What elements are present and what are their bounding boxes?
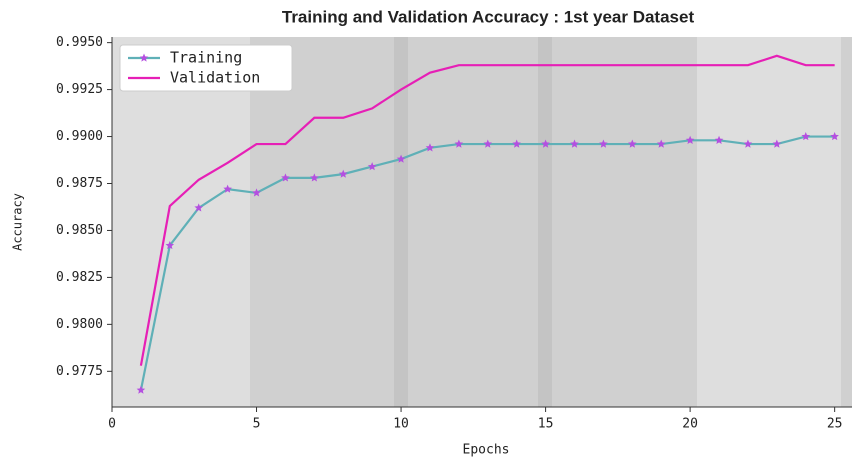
point-marker	[599, 139, 608, 148]
background-band	[250, 37, 697, 407]
point-marker	[194, 203, 203, 212]
y-tick-label: 0.9900	[56, 129, 103, 144]
point-marker	[512, 139, 521, 148]
point-marker	[252, 188, 261, 197]
point-marker	[310, 173, 319, 182]
x-tick-label: 15	[538, 417, 554, 432]
point-marker	[743, 139, 753, 148]
x-tick-label: 10	[393, 417, 409, 432]
point-marker	[367, 162, 377, 171]
y-tick-label: 0.9925	[56, 82, 103, 97]
point-marker	[541, 139, 550, 148]
legend-box	[119, 44, 293, 92]
background-band	[841, 37, 852, 407]
point-marker	[281, 173, 290, 182]
legend-marker	[139, 53, 149, 62]
chart-title: Training and Validation Accuracy : 1st y…	[282, 7, 695, 26]
x-tick-label: 0	[108, 417, 116, 432]
point-marker	[685, 135, 695, 144]
y-tick-label: 0.9850	[56, 223, 103, 238]
point-marker	[136, 385, 146, 394]
y-tick-label: 0.9800	[56, 317, 103, 332]
x-tick-label: 20	[682, 417, 698, 432]
point-marker	[714, 135, 724, 144]
point-marker	[223, 184, 232, 193]
y-tick-label: 0.9875	[56, 176, 103, 191]
point-marker	[425, 143, 435, 152]
point-marker	[454, 139, 464, 148]
point-marker	[396, 154, 406, 163]
point-marker	[165, 240, 175, 250]
x-tick-label: 5	[253, 417, 261, 432]
point-marker	[801, 132, 811, 141]
point-marker	[628, 139, 637, 148]
legend-label: Training	[170, 49, 242, 67]
x-tick-label: 25	[827, 417, 843, 432]
y-tick-label: 0.9950	[56, 35, 103, 50]
x-axis-label: Epochs	[463, 443, 510, 458]
point-marker	[570, 139, 579, 148]
point-marker	[772, 139, 782, 148]
y-axis-label: Accuracy	[11, 193, 25, 251]
point-marker	[338, 169, 348, 178]
background-band	[394, 37, 408, 407]
point-marker	[656, 139, 666, 148]
legend-label: Validation	[170, 69, 260, 87]
point-marker	[483, 139, 493, 148]
series-line	[139, 54, 835, 366]
background-band	[538, 37, 552, 407]
y-tick-label: 0.9825	[56, 270, 103, 285]
point-marker	[830, 132, 839, 141]
y-tick-label: 0.9775	[56, 364, 103, 379]
